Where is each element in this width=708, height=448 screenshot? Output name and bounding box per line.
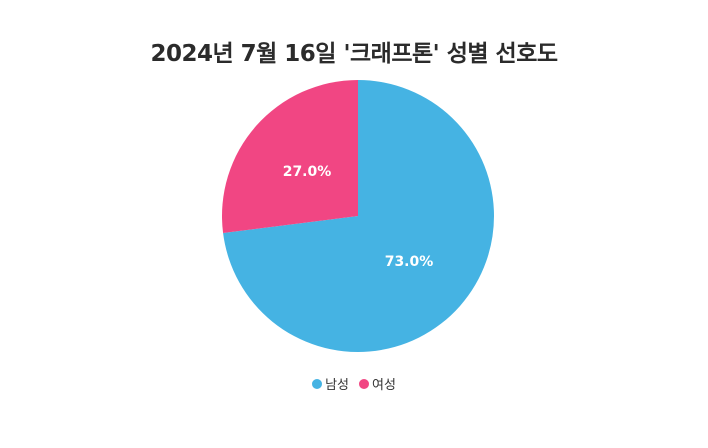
- pie-slice-female[interactable]: [222, 80, 358, 234]
- legend-label-female: 여성: [372, 378, 396, 393]
- legend-marker-female: [359, 378, 369, 389]
- pie-slice-male[interactable]: [223, 80, 495, 352]
- legend-item-female[interactable]: 여성: [359, 374, 396, 393]
- data-label-male: 73.0%: [385, 254, 434, 270]
- data-label-female: 27.0%: [283, 164, 332, 180]
- chart-title: 2024년 7월 16일 '크래프톤' 성별 선호도: [150, 41, 558, 67]
- legend-label-male: 남성: [325, 378, 349, 393]
- legend-item-male[interactable]: 남성: [312, 374, 349, 393]
- legend-marker-male: [312, 378, 323, 389]
- legend: 남성 여성: [0, 374, 708, 393]
